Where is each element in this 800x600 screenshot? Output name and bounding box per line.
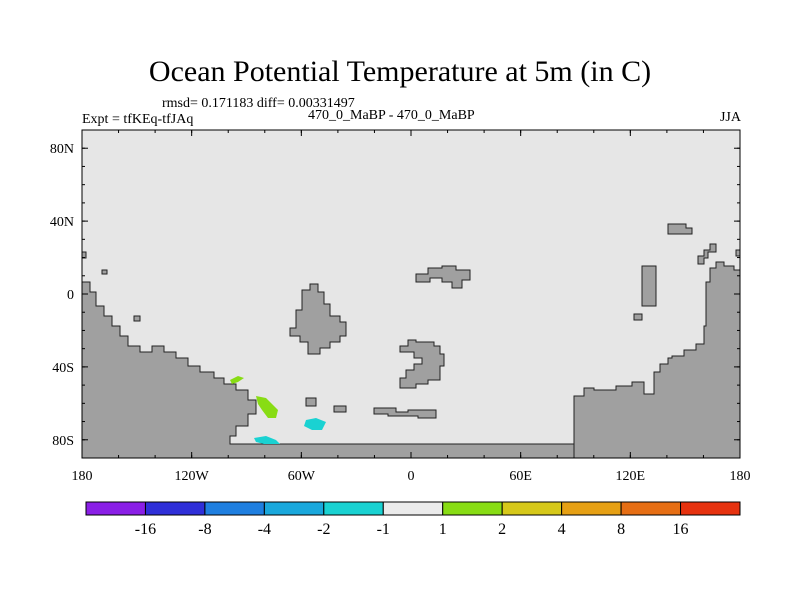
anomaly-positive-2 <box>256 396 278 418</box>
case-label: 470_0_MaBP - 470_0_MaBP <box>308 108 475 123</box>
x-tick-label: 0 <box>408 469 415 484</box>
x-tick-label: 120E <box>616 469 646 484</box>
colorbar-label: -16 <box>135 521 156 538</box>
colorbar-labels: -16 -8 -4 -2 -1 1 2 4 8 16 <box>135 521 689 538</box>
anomaly-negative-1 <box>304 418 326 430</box>
colorbar-swatch <box>620 501 682 516</box>
anomaly-positive-1 <box>230 376 244 384</box>
colorbar-swatch <box>204 501 265 516</box>
colorbar-label: -1 <box>377 521 390 538</box>
colorbar-label: -8 <box>198 521 211 538</box>
y-tick-label: 0 <box>67 288 74 303</box>
colorbar-swatch <box>680 501 741 516</box>
colorbar-label: 2 <box>498 521 506 538</box>
x-tick-label: 180 <box>730 469 751 484</box>
x-tick-label: 120W <box>175 469 210 484</box>
colorbar-label: 16 <box>673 521 689 538</box>
anomaly-contours <box>230 376 326 444</box>
colorbar-swatch <box>561 501 622 516</box>
land-island-east-3 <box>667 223 693 235</box>
land-masses <box>81 223 741 459</box>
colorbar-label: -4 <box>258 521 271 538</box>
colorbar-label: 1 <box>439 521 447 538</box>
x-tick-label: 60E <box>509 469 532 484</box>
y-tick-label: 40S <box>52 361 74 376</box>
colorbar-swatch <box>382 501 444 516</box>
land-continent-southern-strip <box>373 407 437 419</box>
land-island-east-1 <box>641 265 657 307</box>
land-continent-africa-south <box>399 339 445 389</box>
x-tick-label: 180 <box>72 469 93 484</box>
colorbar-label: 8 <box>617 521 625 538</box>
rmsd-diff-stats: rmsd= 0.171183 diff= 0.00331497 <box>162 96 355 111</box>
land-continent-mid-atlantic <box>289 283 347 355</box>
colorbar-swatch <box>85 501 146 516</box>
plot-title: Ocean Potential Temperature at 5m (in C) <box>148 55 652 88</box>
land-island-south-atlantic-2 <box>333 405 347 413</box>
axis-ticks <box>81 129 741 459</box>
y-tick-label: 80N <box>50 142 74 157</box>
colorbar <box>85 501 741 516</box>
land-americas-west <box>81 281 575 459</box>
y-tick-label: 40N <box>50 215 74 230</box>
anomaly-negative-2 <box>254 436 280 444</box>
y-tick-label: 80S <box>52 434 74 449</box>
colorbar-swatch <box>263 501 325 516</box>
colorbar-swatch <box>442 501 503 516</box>
axis-tick-labels: 180 120W 60W 0 60E 120E 180 80N 40N 0 40S 80S <box>50 142 751 484</box>
x-tick-label: 60W <box>288 469 316 484</box>
land-speck-pacific-1 <box>101 269 108 275</box>
colorbar-swatch <box>501 501 563 516</box>
land-continent-north-africa <box>415 265 471 289</box>
colorbar-swatch <box>144 501 206 516</box>
experiment-label: Expt = tfKEq-tfJAq <box>82 112 194 127</box>
land-speck-east <box>735 249 741 257</box>
land-island-south-atlantic-1 <box>305 397 317 407</box>
land-continent-east <box>573 258 741 459</box>
colorbar-swatch <box>323 501 384 516</box>
colorbar-label: 4 <box>558 521 566 538</box>
land-island-east-4 <box>697 243 717 265</box>
land-island-east-2 <box>633 313 643 321</box>
colorbar-label: -2 <box>317 521 330 538</box>
land-speck-pacific-2 <box>133 315 141 322</box>
season-label: JJA <box>719 110 741 125</box>
